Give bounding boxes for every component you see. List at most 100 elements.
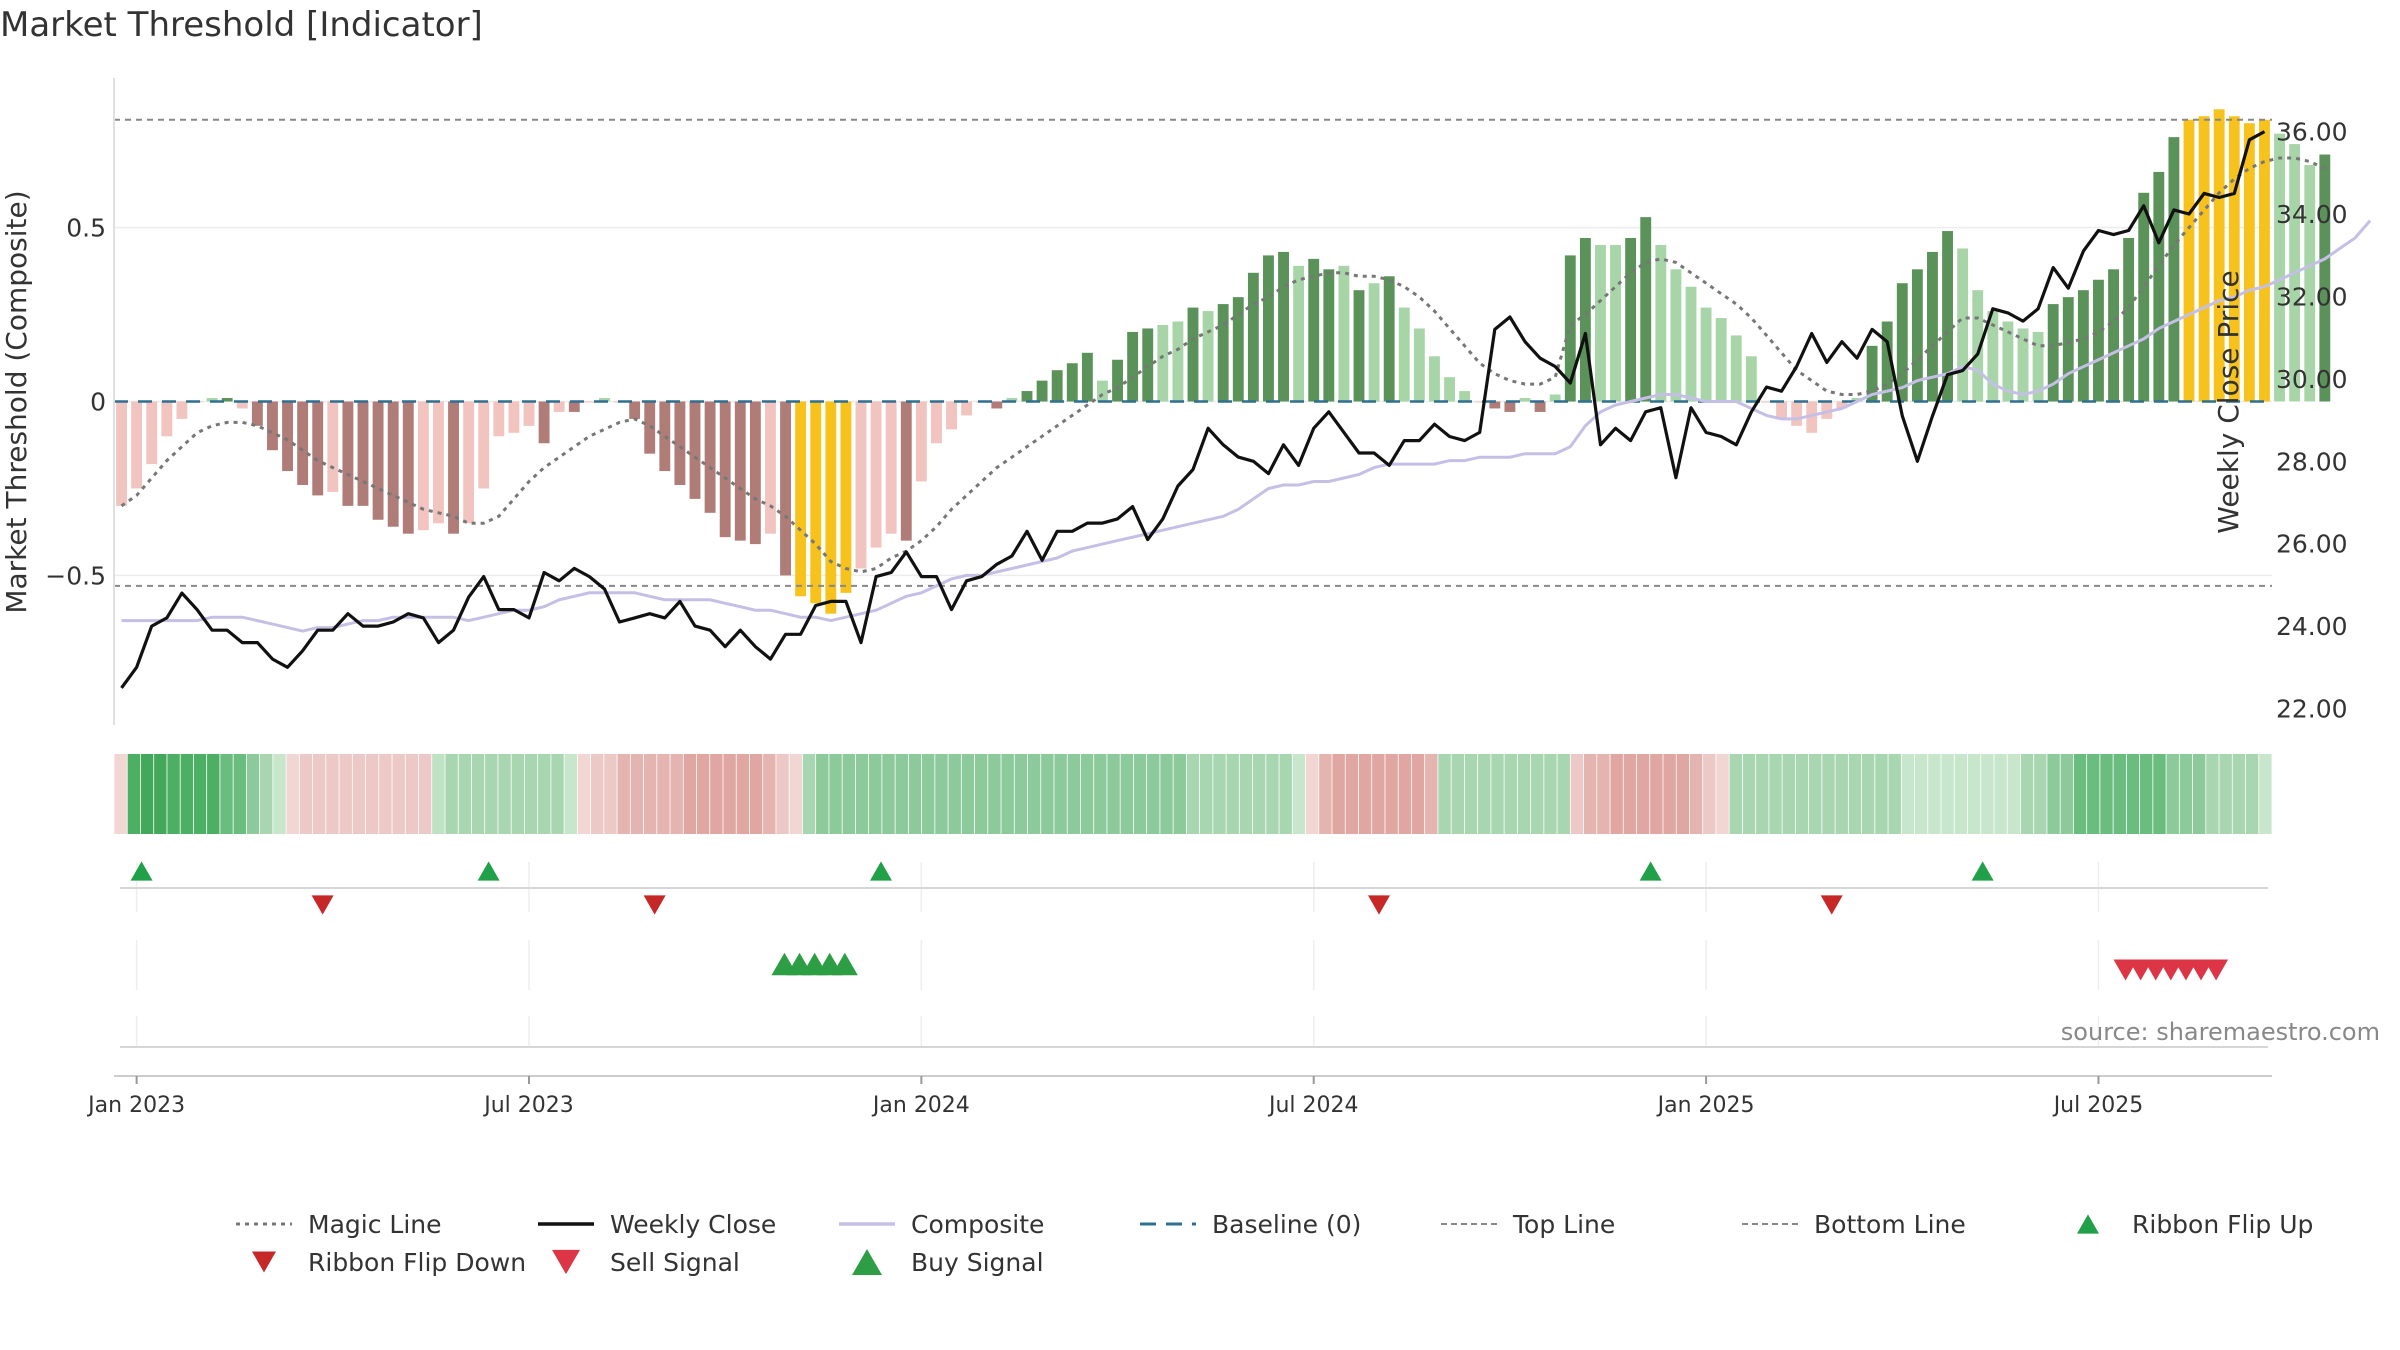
- y-tick-label-left: 0: [90, 388, 106, 417]
- ribbon-cell: [352, 754, 366, 834]
- ribbon-cell: [299, 754, 313, 834]
- composite-bar: [146, 401, 158, 465]
- ribbon-cell: [1689, 754, 1703, 834]
- composite-bar: [991, 401, 1003, 409]
- x-tick-label: Jul 2023: [482, 1093, 574, 1118]
- ribbon-cell: [1213, 754, 1226, 834]
- legend-label: Buy Signal: [911, 1248, 1044, 1277]
- ribbon-cell: [1835, 754, 1848, 834]
- composite-bar: [931, 401, 942, 444]
- composite-bar: [538, 401, 550, 444]
- ribbon-cell: [312, 754, 326, 834]
- ribbon-cell: [511, 754, 525, 834]
- composite-bar: [2138, 192, 2150, 402]
- sell-signal-marker: [2173, 959, 2198, 981]
- composite-bar: [1413, 328, 1425, 402]
- x-tick-label: Jan 2025: [1656, 1093, 1755, 1118]
- buy-signal-marker: [831, 952, 858, 976]
- composite-bar: [810, 401, 822, 604]
- ribbon-cell: [1107, 754, 1120, 834]
- composite-bar: [1534, 401, 1546, 412]
- ribbon-cell: [1186, 754, 1200, 834]
- ribbon-cell: [114, 754, 127, 834]
- ribbon-cell: [776, 754, 789, 834]
- composite-bar: [1353, 290, 1365, 402]
- ribbon-cell: [1133, 754, 1147, 834]
- axes: 0.5 0 −0.5 22.00 24.00 26.00 28.00 30.00 32.00 34…: [45, 78, 2348, 725]
- ribbon-cell: [1425, 754, 1438, 834]
- ribbon-cell: [855, 754, 869, 834]
- ribbon-cell: [458, 754, 472, 834]
- composite-bar: [508, 401, 520, 433]
- ribbon-cell: [763, 754, 776, 834]
- ribbon-cell: [2192, 754, 2206, 834]
- ribbon-flip-down-marker: [1368, 895, 1390, 915]
- ribbon-cell: [630, 754, 644, 834]
- ribbon-cell: [1981, 754, 1994, 834]
- composite-bar: [236, 401, 248, 409]
- ribbon-cell: [1372, 754, 1385, 834]
- ribbon-cell: [1358, 754, 1372, 834]
- ribbon-cell: [207, 754, 220, 834]
- composite-bar: [2274, 133, 2285, 402]
- composite-bar: [493, 401, 505, 437]
- composite-bar: [1549, 394, 1561, 402]
- composite-bars: [116, 109, 2331, 614]
- ribbon-cell: [736, 754, 750, 834]
- ribbon-cell: [551, 754, 564, 834]
- composite-bar: [1836, 401, 1848, 409]
- ribbon-cell: [418, 754, 432, 834]
- composite-bar: [1625, 238, 1637, 402]
- ribbon-cell: [1305, 754, 1319, 834]
- composite-bar: [1459, 391, 1471, 402]
- ribbon-cell: [485, 754, 498, 834]
- legend-item-baseline: Baseline (0): [1140, 1210, 1361, 1239]
- ribbon-cell: [1610, 754, 1623, 834]
- ribbon-cell: [1438, 754, 1451, 834]
- composite-bar: [1957, 248, 1969, 402]
- legend-label: Composite: [911, 1210, 1044, 1239]
- ribbon-cell: [1795, 754, 1809, 834]
- ribbon-cell: [1252, 754, 1266, 834]
- composite-bar: [1368, 283, 1380, 402]
- composite-bar: [1896, 283, 1908, 402]
- composite-bar: [1670, 269, 1682, 402]
- chart-title: Market Threshold [Indicator]: [0, 5, 483, 45]
- ribbon-cell: [1319, 754, 1332, 834]
- ribbon-cell: [1411, 754, 1425, 834]
- composite-bar: [1911, 269, 1923, 402]
- composite-bar: [946, 401, 957, 430]
- composite-bar: [131, 401, 143, 489]
- composite-bar: [2228, 116, 2240, 402]
- composite-bar: [2243, 123, 2255, 402]
- ribbon-cell: [392, 754, 405, 834]
- ribbon-cell: [1464, 754, 1478, 834]
- composite-bar: [1444, 377, 1455, 402]
- composite-bar: [870, 401, 882, 548]
- composite-bar: [1640, 217, 1652, 402]
- ribbon-cell: [2047, 754, 2060, 834]
- composite-bar: [1429, 356, 1440, 402]
- ribbon-cell: [683, 754, 697, 834]
- composite-bar: [1881, 321, 1893, 402]
- ribbon-cell: [961, 754, 975, 834]
- ribbon-cell: [1623, 754, 1637, 834]
- legend: Magic Line Weekly Close Composite Baseline …: [236, 1210, 2313, 1277]
- ribbon-cell: [1676, 754, 1690, 834]
- composite-bar: [583, 401, 595, 403]
- x-tick-label: Jul 2024: [1267, 1093, 1359, 1118]
- composite-bar: [1263, 255, 1274, 402]
- composite-bar: [1761, 401, 1772, 403]
- composite-bar: [1927, 251, 1938, 402]
- ribbon-cell: [921, 754, 935, 834]
- ribbon-cell: [2100, 754, 2113, 834]
- ribbon-cell: [1517, 754, 1531, 834]
- composite-bar: [2153, 171, 2165, 402]
- ribbon-cell: [140, 754, 154, 834]
- composite-bar: [1745, 356, 1757, 402]
- ribbon-cell: [154, 754, 167, 834]
- ribbon-cell: [749, 754, 763, 834]
- ribbon-cell: [2087, 754, 2100, 834]
- composite-bar: [1081, 352, 1093, 402]
